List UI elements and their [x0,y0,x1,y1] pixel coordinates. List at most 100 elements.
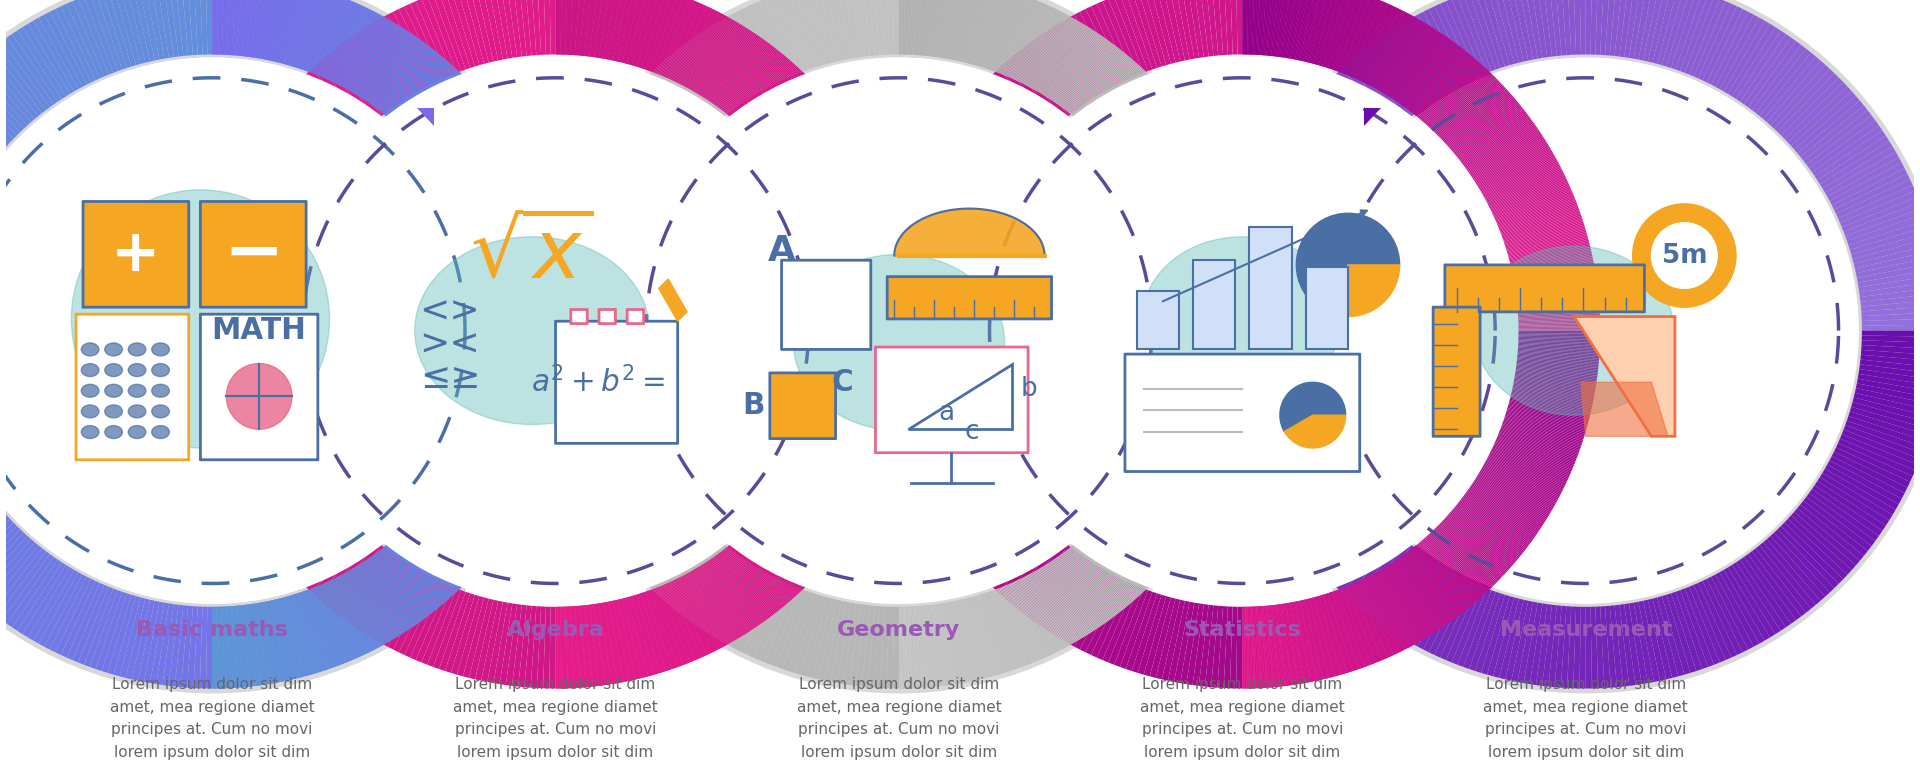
Wedge shape [1085,579,1125,655]
Wedge shape [885,305,968,316]
Wedge shape [1338,589,1369,666]
Wedge shape [887,0,895,55]
Wedge shape [228,606,236,687]
Wedge shape [795,469,866,511]
Wedge shape [478,232,557,256]
Wedge shape [1175,305,1256,312]
Wedge shape [651,590,680,667]
Wedge shape [664,584,697,660]
Wedge shape [797,157,872,201]
Wedge shape [1004,586,1037,662]
Wedge shape [541,345,624,355]
Wedge shape [572,179,649,218]
Wedge shape [563,202,641,236]
Wedge shape [593,604,612,685]
Wedge shape [228,443,305,482]
Wedge shape [257,603,271,684]
Wedge shape [1338,0,1367,72]
Wedge shape [1091,529,1148,589]
Wedge shape [432,115,501,168]
Wedge shape [388,575,430,650]
Wedge shape [204,379,284,399]
Wedge shape [726,572,770,647]
Wedge shape [756,85,818,143]
Wedge shape [263,121,332,172]
Wedge shape [1068,549,1117,615]
Wedge shape [1503,217,1582,244]
Wedge shape [1064,18,1108,92]
Wedge shape [1283,604,1296,685]
Wedge shape [476,409,555,434]
Wedge shape [1309,598,1332,677]
Wedge shape [138,601,159,682]
Wedge shape [488,327,570,330]
Wedge shape [1417,544,1469,608]
Wedge shape [1148,178,1223,214]
Wedge shape [789,478,858,523]
Wedge shape [824,393,904,413]
Wedge shape [217,0,221,55]
Wedge shape [1173,287,1256,301]
Wedge shape [659,536,718,601]
Wedge shape [1411,48,1463,113]
Wedge shape [346,572,388,644]
Wedge shape [947,602,968,683]
Wedge shape [336,11,374,85]
Wedge shape [563,607,566,688]
Wedge shape [1077,540,1131,604]
Wedge shape [637,594,662,673]
Wedge shape [1273,605,1284,686]
Wedge shape [432,115,499,165]
Wedge shape [367,559,413,627]
Wedge shape [420,511,484,565]
Wedge shape [328,6,369,82]
Wedge shape [163,0,179,57]
Wedge shape [1021,9,1058,84]
Wedge shape [1043,565,1087,636]
Wedge shape [1444,515,1509,575]
Wedge shape [232,0,244,56]
Wedge shape [1511,253,1592,272]
Wedge shape [910,191,989,227]
Wedge shape [618,0,639,62]
Wedge shape [1175,339,1258,343]
Wedge shape [914,0,922,55]
Wedge shape [822,402,900,429]
Wedge shape [806,179,881,215]
Wedge shape [726,49,778,114]
Wedge shape [1841,430,1920,464]
Wedge shape [970,0,998,65]
Wedge shape [1114,106,1179,159]
Wedge shape [1356,4,1394,81]
Wedge shape [659,0,689,74]
Wedge shape [1375,572,1415,644]
Wedge shape [952,601,970,682]
Wedge shape [1223,607,1233,688]
Wedge shape [194,0,202,55]
Wedge shape [1782,522,1843,583]
Wedge shape [1743,38,1795,107]
Wedge shape [803,172,877,210]
Wedge shape [1492,446,1567,482]
Wedge shape [1471,128,1538,175]
Wedge shape [324,583,359,658]
Wedge shape [630,0,655,65]
Wedge shape [1060,555,1108,622]
Wedge shape [710,34,760,104]
Wedge shape [1453,504,1521,561]
Wedge shape [816,416,897,447]
Wedge shape [1803,110,1872,164]
Wedge shape [1292,602,1308,683]
Wedge shape [1100,85,1160,142]
Wedge shape [705,29,749,99]
Wedge shape [228,0,236,55]
Wedge shape [739,63,795,125]
Wedge shape [733,540,787,604]
Wedge shape [1494,444,1569,479]
Wedge shape [1628,0,1647,59]
Wedge shape [1461,498,1526,549]
Wedge shape [309,589,340,666]
Wedge shape [188,606,198,688]
Wedge shape [1434,74,1496,135]
Wedge shape [1500,201,1576,232]
